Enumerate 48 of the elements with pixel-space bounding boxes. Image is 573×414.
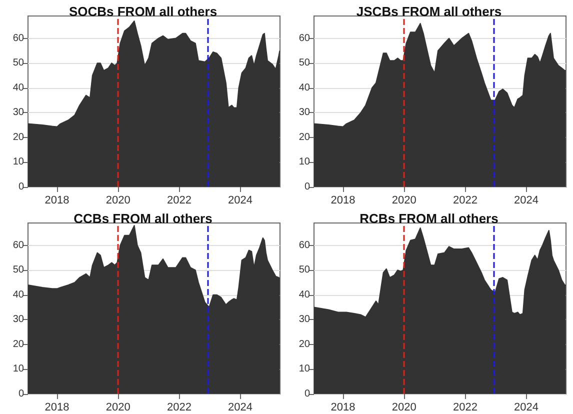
y-tick-label: 60 bbox=[298, 32, 310, 44]
x-tick-label: 2018 bbox=[44, 402, 70, 414]
x-tick-label: 2022 bbox=[452, 402, 478, 414]
y-tick-label: 20 bbox=[298, 132, 310, 143]
y-tick-label: 0 bbox=[304, 388, 310, 400]
y-tick-label: 40 bbox=[12, 82, 24, 94]
y-tick-label: 20 bbox=[12, 132, 24, 143]
y-tick-label: 50 bbox=[298, 264, 310, 276]
x-tick-label: 2020 bbox=[392, 402, 416, 414]
y-tick-label: 0 bbox=[18, 182, 24, 192]
x-tick-label: 2018 bbox=[330, 402, 356, 414]
y-tick-label: 30 bbox=[12, 107, 24, 118]
x-tick-label: 2020 bbox=[106, 194, 130, 206]
x-tick-label: 2018 bbox=[330, 194, 356, 206]
y-tick-label: 30 bbox=[298, 314, 310, 326]
y-tick-label: 60 bbox=[12, 240, 24, 251]
chart-title: SOCBs FROM all others bbox=[68, 4, 218, 19]
y-tick-label: 40 bbox=[298, 82, 310, 94]
x-tick-label: 2020 bbox=[392, 194, 416, 206]
y-tick-label: 40 bbox=[298, 289, 310, 300]
y-tick-label: 10 bbox=[12, 364, 24, 375]
y-tick-label: 20 bbox=[298, 338, 310, 350]
y-tick-label: 30 bbox=[298, 107, 310, 118]
y-tick-label: 10 bbox=[12, 156, 24, 168]
chart-title: RCBs FROM all others bbox=[360, 211, 498, 226]
x-tick-label: 2022 bbox=[166, 402, 192, 414]
x-tick-label: 2024 bbox=[228, 194, 253, 206]
x-tick-label: 2018 bbox=[44, 194, 70, 206]
y-tick-label: 50 bbox=[298, 58, 310, 69]
x-tick-label: 2022 bbox=[166, 194, 192, 206]
chart-title: CCBs FROM all others bbox=[74, 211, 212, 226]
chart-title: JSCBs FROM all others bbox=[356, 4, 502, 19]
x-tick-label: 2024 bbox=[228, 402, 253, 414]
x-tick-label: 2020 bbox=[106, 402, 130, 414]
y-tick-label: 60 bbox=[298, 240, 310, 251]
y-tick-label: 10 bbox=[298, 156, 310, 168]
x-tick-label: 2024 bbox=[514, 402, 539, 414]
y-tick-label: 40 bbox=[12, 289, 24, 300]
y-tick-label: 0 bbox=[304, 182, 310, 192]
y-tick-label: 50 bbox=[12, 58, 24, 69]
x-tick-label: 2022 bbox=[452, 194, 478, 206]
y-tick-label: 0 bbox=[18, 388, 24, 400]
y-tick-label: 30 bbox=[12, 314, 24, 326]
y-tick-label: 10 bbox=[298, 364, 310, 375]
x-tick-label: 2024 bbox=[514, 194, 539, 206]
y-tick-label: 50 bbox=[12, 264, 24, 276]
y-tick-label: 60 bbox=[12, 32, 24, 44]
y-tick-label: 20 bbox=[12, 338, 24, 350]
